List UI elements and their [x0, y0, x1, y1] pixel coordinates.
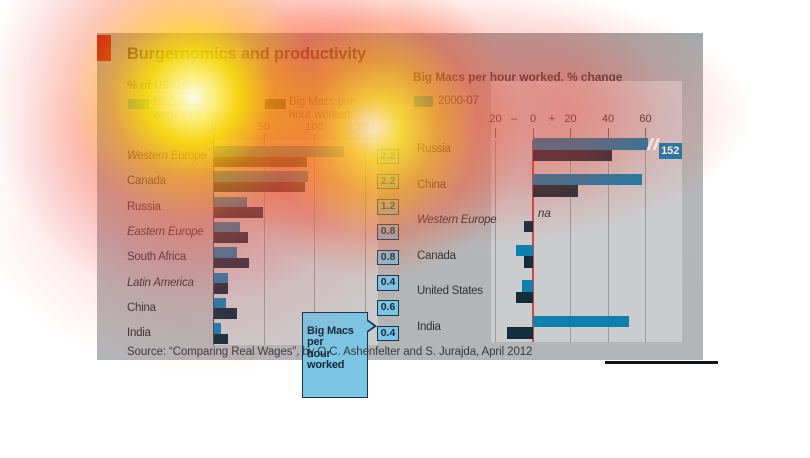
legend-label-wage: McDonald's wage rate [153, 96, 211, 121]
x-axis-tick-mark [607, 128, 609, 138]
x-axis-tick-label: 50 [257, 121, 271, 133]
zero-gridline [532, 140, 534, 342]
bar-2007-11 [506, 327, 533, 339]
left-chart-subtitle: % of US, 2007 [127, 80, 202, 92]
x-axis-tick-label: 150 [355, 121, 375, 133]
legend-swatch-bigmacs-icon [265, 99, 286, 109]
row-label: South Africa [127, 251, 187, 264]
row-label: Canada [417, 249, 456, 262]
bar-wage [214, 171, 309, 182]
x-axis-tick-label: 100 [305, 121, 324, 133]
bar-2000-07 [533, 173, 642, 185]
x-axis-tick-mark [570, 128, 571, 138]
row-label: Western Europe [127, 150, 207, 162]
bar-bigmacs [214, 232, 248, 243]
bar-2000-07 [516, 244, 533, 256]
page-title: Burgernomics and productivity [127, 45, 366, 63]
gridline [645, 140, 646, 342]
bar-bigmacs [214, 308, 238, 319]
x-axis-tick-label: 60 [639, 113, 652, 125]
x-axis-tick-mark [495, 128, 496, 138]
bar-2007-11 [533, 149, 612, 161]
bar-wage [214, 247, 238, 258]
bar-bigmacs [214, 333, 229, 345]
value-badge: 0.4 [377, 275, 399, 291]
bar-bigmacs [214, 257, 249, 269]
callout-arrow-icon [367, 321, 374, 331]
row-label: Russia [417, 143, 451, 155]
bar-2007-11 [523, 220, 533, 232]
row-label: Western Europe [417, 214, 497, 226]
value-badge: 1.2 [377, 199, 399, 215]
bar-2000-07 [521, 280, 533, 292]
x-axis-tick-label: 0 [210, 121, 217, 133]
x-axis-tick-label: 40 [601, 113, 615, 125]
value-badge: 0.4 [377, 325, 399, 342]
axis-minus-sign: – [510, 113, 518, 125]
value-badge: 2.2 [377, 148, 399, 164]
gridline [570, 140, 571, 342]
value-badge: 0.8 [377, 224, 399, 240]
bar-wage [214, 323, 222, 334]
bar-wage [214, 146, 344, 157]
row-label: Russia [127, 200, 161, 213]
bar-bigmacs [214, 207, 263, 218]
bar-wage [214, 196, 247, 208]
row-label: Latin America [127, 276, 194, 289]
bar-2007-11 [523, 256, 533, 268]
bar-2000-07-broken [533, 138, 648, 150]
row-label: India [127, 327, 151, 340]
value-badge: 0.6 [377, 300, 399, 316]
x-axis-tick-mark [532, 128, 534, 138]
axis-plus-sign: + [548, 113, 556, 125]
legend-label-bigmacs: Big Macs per hour worked [289, 96, 354, 121]
value-badge: 2.2 [377, 173, 399, 190]
source-note: Source: “Comparing Real Wages”, by O.C. … [127, 346, 533, 358]
row-label: Eastern Europe [127, 225, 204, 238]
legend-swatch-2000-07-icon [414, 96, 433, 107]
row-label: Canada [127, 175, 166, 188]
economist-red-tab [97, 35, 111, 61]
gridline [607, 140, 609, 342]
row-label: United States [417, 285, 483, 297]
legend-swatch-wage-icon [128, 99, 149, 109]
bar-wage [214, 297, 227, 309]
bar-2000-07 [533, 315, 629, 327]
row-label: China [417, 178, 446, 191]
bar-2007-11 [516, 291, 533, 303]
row-label: India [417, 320, 441, 333]
row-label: China [127, 301, 156, 314]
value-badge: 0.8 [377, 249, 399, 266]
bar-2007-11 [533, 185, 578, 197]
bar-wage [214, 272, 229, 284]
broken-bar-value-label: 152 [658, 143, 682, 159]
bar-bigmacs [214, 283, 229, 294]
bottom-rule [605, 361, 718, 364]
bar-wage [214, 221, 240, 233]
legend-label-2000-07: 2000-07 [438, 95, 479, 107]
bar-bigmacs [214, 181, 306, 193]
gridline [495, 140, 496, 342]
bar-bigmacs [214, 156, 308, 167]
na-label: na [538, 208, 551, 220]
x-axis-tick-mark [645, 128, 646, 138]
